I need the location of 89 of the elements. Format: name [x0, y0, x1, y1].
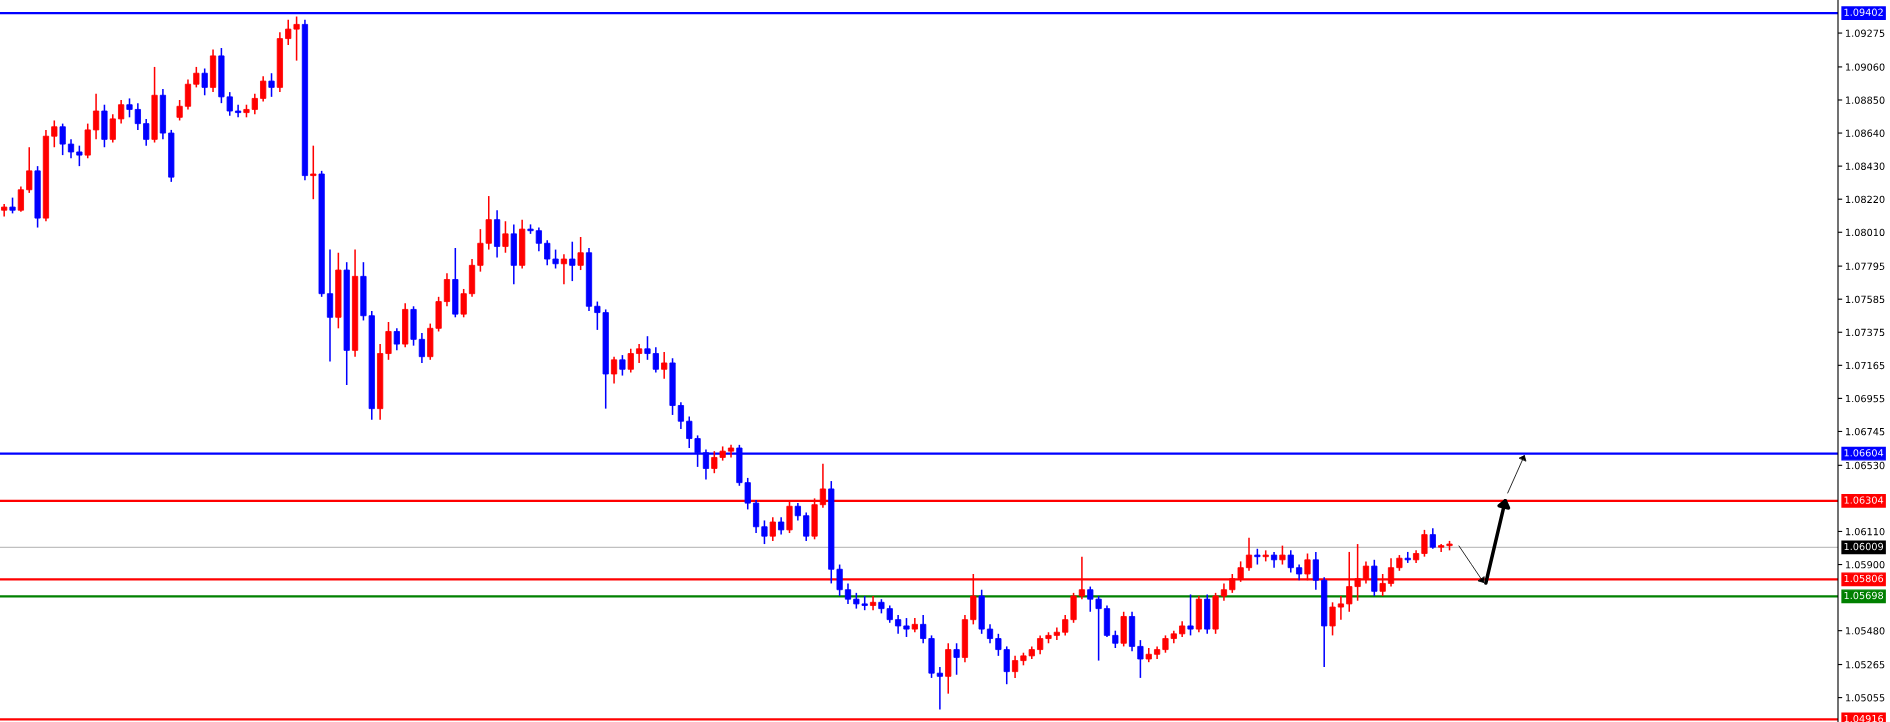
- y-tick-label: 1.08010: [1846, 228, 1885, 237]
- candlestick: [184, 78, 192, 111]
- y-tick-label: 1.09275: [1846, 29, 1885, 37]
- candlestick: [1329, 601, 1336, 637]
- candlestick: [769, 516, 776, 542]
- candlestick: [577, 236, 584, 271]
- candlestick: [619, 354, 626, 377]
- candlestick: [1337, 595, 1344, 621]
- candlestick: [895, 614, 902, 635]
- candlestick: [936, 666, 943, 711]
- candlestick: [143, 118, 150, 147]
- candlestick: [92, 92, 100, 141]
- candlestick: [59, 122, 66, 156]
- y-tick-label: 1.06745: [1846, 427, 1885, 436]
- candlestick: [986, 623, 994, 645]
- candlestick: [1287, 549, 1294, 574]
- candlestick: [201, 67, 208, 97]
- candlestick: [1037, 634, 1044, 656]
- candlestick: [26, 146, 33, 194]
- y-tick-label: 1.08430: [1846, 162, 1885, 170]
- candlestick: [17, 185, 24, 213]
- candlestick: [502, 220, 509, 254]
- candlestick: [803, 511, 810, 542]
- candlestick: [644, 335, 651, 361]
- y-tick-label: 1.05265: [1846, 661, 1885, 669]
- candlestick: [627, 348, 634, 374]
- y-tick-label: 1.07795: [1846, 262, 1885, 270]
- candlestick: [1187, 593, 1194, 637]
- candlestick: [560, 253, 568, 285]
- y-tick-label: 1.08640: [1846, 129, 1885, 137]
- candlestick: [418, 332, 425, 364]
- candlestick: [51, 119, 58, 148]
- candlestick: [1421, 529, 1428, 558]
- candlestick: [1429, 527, 1436, 550]
- candlestick: [761, 519, 768, 545]
- ref-line-label: 1.06009: [1844, 542, 1884, 551]
- candlestick: [677, 401, 684, 430]
- candlestick: [569, 240, 576, 282]
- ref-line-label: 1.09402: [1844, 8, 1883, 16]
- candlestick: [661, 351, 668, 380]
- candlestick: [610, 355, 618, 385]
- ref-line-label: 1.06604: [1844, 449, 1884, 457]
- candlestick: [752, 499, 760, 534]
- y-tick-label: 1.05480: [1846, 627, 1885, 635]
- ref-line-label: 1.05806: [1844, 574, 1884, 583]
- candlestick: [1404, 551, 1411, 564]
- y-tick-label: 1.07375: [1846, 328, 1885, 337]
- candlestick: [636, 343, 643, 364]
- candlestick: [844, 582, 852, 605]
- candlestick: [109, 113, 116, 144]
- y-tick-label: 1.05055: [1846, 694, 1885, 702]
- y-tick-label: 1.07585: [1846, 295, 1885, 304]
- candlestick: [652, 346, 659, 374]
- candlestick: [268, 72, 275, 98]
- candlestick: [134, 102, 141, 131]
- y-tick-label: 1.06110: [1846, 527, 1885, 536]
- y-tick-label: 1.07165: [1846, 361, 1885, 370]
- ref-line-label: 1.04916: [1844, 714, 1884, 722]
- candlestick: [1137, 639, 1144, 679]
- candlestick: [126, 97, 133, 119]
- candlestick: [193, 66, 200, 89]
- candlestick: [1312, 551, 1319, 591]
- candlestick: [443, 272, 451, 308]
- candlestick: [1011, 655, 1019, 679]
- ref-line-label: 1.06304: [1844, 496, 1884, 504]
- y-tick-label: 1.09060: [1846, 63, 1885, 71]
- candlestick: [326, 248, 334, 363]
- candlestick: [76, 144, 83, 167]
- candlestick: [1279, 544, 1286, 566]
- ref-line-label: 1.05698: [1844, 591, 1884, 600]
- candlestick: [903, 617, 910, 638]
- candlestick: [869, 595, 877, 611]
- candlestick: [1245, 536, 1253, 572]
- candlestick: [460, 288, 467, 319]
- candlestick: [393, 327, 400, 352]
- candlestick: [260, 75, 267, 103]
- y-tick-label: 1.06530: [1846, 461, 1885, 470]
- y-tick-label: 1.06955: [1846, 394, 1885, 403]
- candlestick: [535, 226, 542, 252]
- candlestick: [385, 321, 392, 361]
- candlestick: [176, 99, 183, 122]
- candlestick: [118, 99, 125, 125]
- candlestick: [953, 642, 960, 676]
- candlestick: [310, 144, 317, 200]
- y-tick-label: 1.05900: [1846, 561, 1885, 569]
- y-tick-label: 1.08220: [1846, 195, 1885, 204]
- candlestick: [235, 103, 242, 119]
- candlestick: [67, 138, 75, 160]
- y-tick-label: 1.08850: [1846, 96, 1885, 104]
